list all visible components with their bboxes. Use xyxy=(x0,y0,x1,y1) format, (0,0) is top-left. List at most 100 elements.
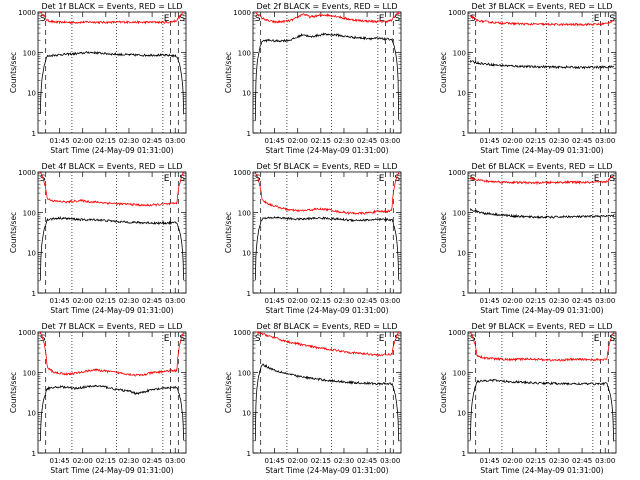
x-axis-label: Start Time (24-May-09 01:31:00) xyxy=(480,466,603,475)
y-tick-label: 100 xyxy=(23,209,36,217)
series-line-lld xyxy=(255,331,400,357)
marker-label-s: S xyxy=(179,14,185,24)
x-tick-label: 03:00 xyxy=(595,297,615,305)
y-tick-label: 100 xyxy=(23,49,36,57)
x-tick-label: 02:30 xyxy=(334,297,354,305)
marker-label-s: S xyxy=(179,174,185,184)
x-tick-label: 02:30 xyxy=(119,457,139,465)
y-tick-label: 1000 xyxy=(448,9,466,17)
y-tick-label: 1 xyxy=(247,130,251,138)
x-tick-label: 02:00 xyxy=(288,297,308,305)
marker-label-e: E xyxy=(379,174,385,184)
x-axis-label: Start Time (24-May-09 01:31:00) xyxy=(265,466,388,475)
x-tick-label: 02:00 xyxy=(503,297,523,305)
series-line-events xyxy=(469,378,615,442)
x-tick-label: 01:45 xyxy=(49,457,69,465)
x-tick-label: 01:45 xyxy=(49,137,69,145)
series-line-lld xyxy=(469,14,614,27)
marker-label-e: E xyxy=(594,14,600,24)
x-tick-label: 02:15 xyxy=(96,457,116,465)
series-line-events xyxy=(254,32,400,121)
chart-title: Det 6f BLACK = Events, RED = LLD xyxy=(471,162,612,171)
series-line-events xyxy=(469,60,615,70)
y-tick-label: 10 xyxy=(457,410,466,418)
x-tick-label: 03:00 xyxy=(165,137,185,145)
x-tick-label: 02:45 xyxy=(357,297,377,305)
x-tick-label: 02:45 xyxy=(142,137,162,145)
marker-label-s: S xyxy=(179,334,185,344)
chart-title: Det 1f BLACK = Events, RED = LLD xyxy=(41,2,182,11)
x-tick-label: 02:15 xyxy=(311,137,331,145)
y-tick-label: 100 xyxy=(238,49,251,57)
y-axis-label: Counts/sec xyxy=(439,372,448,413)
series-line-lld xyxy=(469,175,614,186)
plot-frame xyxy=(37,11,187,134)
series-line-events xyxy=(39,216,185,281)
marker-label-s: S xyxy=(255,334,261,344)
marker-label-s: S xyxy=(470,14,476,24)
y-tick-label: 1 xyxy=(462,450,466,458)
marker-label-s: S xyxy=(609,334,615,344)
y-tick-label: 10 xyxy=(457,250,466,258)
y-tick-label: 100 xyxy=(453,49,466,57)
marker-label-s: S xyxy=(255,14,261,24)
x-tick-label: 01:45 xyxy=(479,137,499,145)
y-axis-label: Counts/sec xyxy=(439,52,448,93)
x-tick-label: 02:45 xyxy=(142,297,162,305)
series-line-lld xyxy=(39,331,185,377)
x-tick-label: 02:00 xyxy=(288,137,308,145)
y-tick-label: 1000 xyxy=(233,9,251,17)
marker-label-s: S xyxy=(394,14,400,24)
y-tick-label: 1 xyxy=(247,450,251,458)
x-tick-label: 02:15 xyxy=(96,137,116,145)
y-tick-label: 1000 xyxy=(233,169,251,177)
series-line-lld xyxy=(469,331,615,363)
y-tick-label: 1000 xyxy=(18,329,36,337)
x-tick-label: 03:00 xyxy=(595,457,615,465)
series-line-events xyxy=(254,363,400,442)
x-tick-label: 02:45 xyxy=(142,457,162,465)
y-axis-label: Counts/sec xyxy=(224,372,233,413)
y-tick-label: 10 xyxy=(27,90,36,98)
y-tick-label: 10 xyxy=(242,250,251,258)
y-tick-label: 1 xyxy=(462,130,466,138)
chart-title: Det 8f BLACK = Events, RED = LLD xyxy=(256,322,397,331)
x-tick-label: 03:00 xyxy=(380,297,400,305)
x-tick-label: 02:45 xyxy=(357,457,377,465)
x-tick-label: 02:30 xyxy=(549,137,569,145)
y-axis-label: Counts/sec xyxy=(9,52,18,93)
y-tick-label: 1 xyxy=(462,290,466,298)
x-tick-label: 01:45 xyxy=(479,457,499,465)
marker-label-e: E xyxy=(594,334,600,344)
series-line-events xyxy=(254,215,400,281)
x-tick-label: 03:00 xyxy=(380,137,400,145)
y-axis-label: Counts/sec xyxy=(9,372,18,413)
y-tick-label: 1000 xyxy=(18,9,36,17)
x-axis-label: Start Time (24-May-09 01:31:00) xyxy=(50,146,173,155)
x-tick-label: 01:45 xyxy=(264,457,284,465)
x-axis-label: Start Time (24-May-09 01:31:00) xyxy=(50,466,173,475)
x-tick-label: 01:45 xyxy=(479,297,499,305)
x-tick-label: 03:00 xyxy=(165,297,185,305)
x-tick-label: 02:00 xyxy=(73,137,93,145)
x-tick-label: 01:45 xyxy=(264,137,284,145)
chart-title: Det 5f BLACK = Events, RED = LLD xyxy=(256,162,397,171)
y-tick-label: 1 xyxy=(32,450,36,458)
x-tick-label: 02:45 xyxy=(572,457,592,465)
plot-frame xyxy=(467,171,617,294)
marker-label-s: S xyxy=(40,14,46,24)
chart-title: Det 2f BLACK = Events, RED = LLD xyxy=(256,2,397,11)
x-tick-label: 02:15 xyxy=(526,457,546,465)
marker-label-e: E xyxy=(379,14,385,24)
x-tick-label: 01:45 xyxy=(264,297,284,305)
marker-label-s: S xyxy=(609,14,615,24)
y-tick-label: 1000 xyxy=(233,329,251,337)
y-tick-label: 100 xyxy=(23,369,36,377)
x-tick-label: 02:30 xyxy=(549,297,569,305)
x-tick-label: 02:00 xyxy=(288,457,308,465)
